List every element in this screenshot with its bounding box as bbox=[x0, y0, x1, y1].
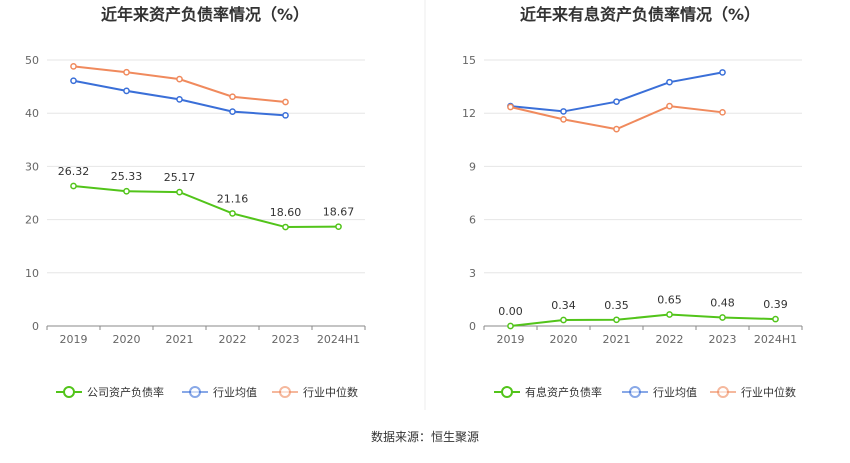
data-label: 0.39 bbox=[763, 298, 788, 311]
data-label: 0.35 bbox=[604, 299, 629, 312]
legend-label: 有息资产负债率 bbox=[525, 385, 602, 399]
legend-item: 公司资产负债率 bbox=[56, 385, 164, 399]
data-point bbox=[666, 102, 673, 110]
data-point bbox=[176, 188, 183, 196]
legend-label: 公司资产负债率 bbox=[87, 385, 164, 399]
x-tick-label: 2023 bbox=[709, 333, 737, 346]
data-point bbox=[666, 311, 673, 318]
data-label: 26.32 bbox=[58, 165, 90, 178]
legend-item: 行业均值 bbox=[622, 386, 697, 399]
data-point bbox=[282, 98, 289, 106]
legend-item: 行业中位数 bbox=[272, 385, 358, 399]
chart-2-title: 近年来有息资产负债率情况（%） bbox=[520, 5, 760, 24]
data-point bbox=[719, 314, 726, 321]
y-tick-label: 3 bbox=[469, 267, 476, 280]
legend-label: 行业均值 bbox=[653, 386, 697, 399]
data-point bbox=[719, 108, 726, 116]
legend-swatch-marker bbox=[189, 386, 201, 398]
x-tick-label: 2021 bbox=[166, 333, 194, 346]
legend-swatch-marker bbox=[629, 386, 641, 398]
legend-item: 行业均值 bbox=[182, 386, 257, 399]
data-point bbox=[772, 315, 779, 323]
data-point bbox=[719, 69, 726, 76]
x-tick-label: 2024H1 bbox=[317, 333, 360, 346]
data-label: 0.00 bbox=[498, 305, 523, 318]
y-tick-label: 50 bbox=[25, 54, 39, 67]
x-tick-label: 2019 bbox=[497, 333, 525, 346]
data-label: 0.48 bbox=[710, 296, 735, 309]
legend-swatch-marker bbox=[279, 386, 291, 398]
y-tick-label: 30 bbox=[25, 160, 39, 173]
data-label: 25.17 bbox=[164, 171, 196, 184]
series-line-2 bbox=[510, 71, 723, 113]
legend-swatch-marker bbox=[501, 386, 513, 398]
data-point bbox=[123, 68, 130, 76]
data-label: 21.16 bbox=[217, 192, 249, 205]
data-point bbox=[560, 116, 567, 123]
data-point bbox=[666, 78, 673, 86]
legend-label: 行业中位数 bbox=[303, 385, 358, 399]
data-point bbox=[229, 108, 236, 115]
data-point bbox=[560, 108, 567, 115]
y-tick-label: 9 bbox=[469, 160, 476, 173]
data-source: 数据来源：恒生聚源 bbox=[371, 429, 479, 444]
y-tick-label: 20 bbox=[25, 214, 39, 227]
chart-1-title: 近年来资产负债率情况（%） bbox=[101, 5, 309, 24]
data-point bbox=[70, 63, 77, 70]
data-label: 0.34 bbox=[551, 299, 576, 312]
legend-item: 行业中位数 bbox=[710, 385, 796, 399]
data-point bbox=[123, 187, 130, 195]
data-point bbox=[507, 322, 514, 330]
legend-item: 有息资产负债率 bbox=[494, 385, 602, 399]
x-tick-label: 2021 bbox=[603, 333, 631, 346]
data-point bbox=[176, 96, 183, 103]
y-tick-label: 0 bbox=[32, 320, 39, 333]
legend-swatch-marker bbox=[63, 386, 75, 398]
data-label: 0.65 bbox=[657, 293, 682, 306]
x-tick-label: 2022 bbox=[656, 333, 684, 346]
y-tick-label: 0 bbox=[469, 320, 476, 333]
x-tick-label: 2019 bbox=[60, 333, 88, 346]
series-line-1 bbox=[73, 184, 339, 229]
data-point bbox=[176, 75, 183, 83]
legend-label: 行业均值 bbox=[213, 386, 257, 399]
data-label: 18.60 bbox=[270, 206, 302, 219]
x-tick-label: 2020 bbox=[550, 333, 578, 346]
series-line-1 bbox=[510, 313, 776, 327]
x-tick-label: 2020 bbox=[113, 333, 141, 346]
data-point bbox=[613, 316, 620, 324]
data-label: 18.67 bbox=[323, 206, 355, 219]
data-point bbox=[123, 87, 130, 95]
data-point bbox=[70, 77, 77, 85]
data-point bbox=[282, 111, 289, 119]
data-point bbox=[613, 125, 620, 133]
y-tick-label: 6 bbox=[469, 214, 476, 227]
data-point bbox=[613, 98, 620, 106]
y-tick-label: 40 bbox=[25, 107, 39, 120]
legend-label: 行业中位数 bbox=[741, 385, 796, 399]
y-tick-label: 15 bbox=[462, 54, 476, 67]
data-point bbox=[229, 210, 236, 217]
legend-swatch-marker bbox=[717, 386, 729, 398]
x-tick-label: 2024H1 bbox=[754, 333, 797, 346]
y-tick-label: 10 bbox=[25, 267, 39, 280]
chart-1-plot: 0 10 20 30 40 50 2019 2020 2021 2022 2023 2024H1 26.… bbox=[25, 54, 366, 399]
chart-2-plot: 0 3 6 9 12 15 2019 2020 2021 2022 2023 2024H1 0.00 0.… bbox=[462, 54, 803, 399]
data-point bbox=[70, 182, 77, 190]
data-point bbox=[282, 223, 289, 231]
data-point bbox=[560, 316, 567, 324]
y-tick-label: 12 bbox=[462, 107, 476, 120]
data-point bbox=[229, 93, 236, 101]
x-tick-label: 2023 bbox=[272, 333, 300, 346]
data-point bbox=[335, 223, 342, 231]
x-tick-label: 2022 bbox=[219, 333, 247, 346]
data-point bbox=[507, 103, 514, 111]
data-label: 25.33 bbox=[111, 170, 143, 183]
